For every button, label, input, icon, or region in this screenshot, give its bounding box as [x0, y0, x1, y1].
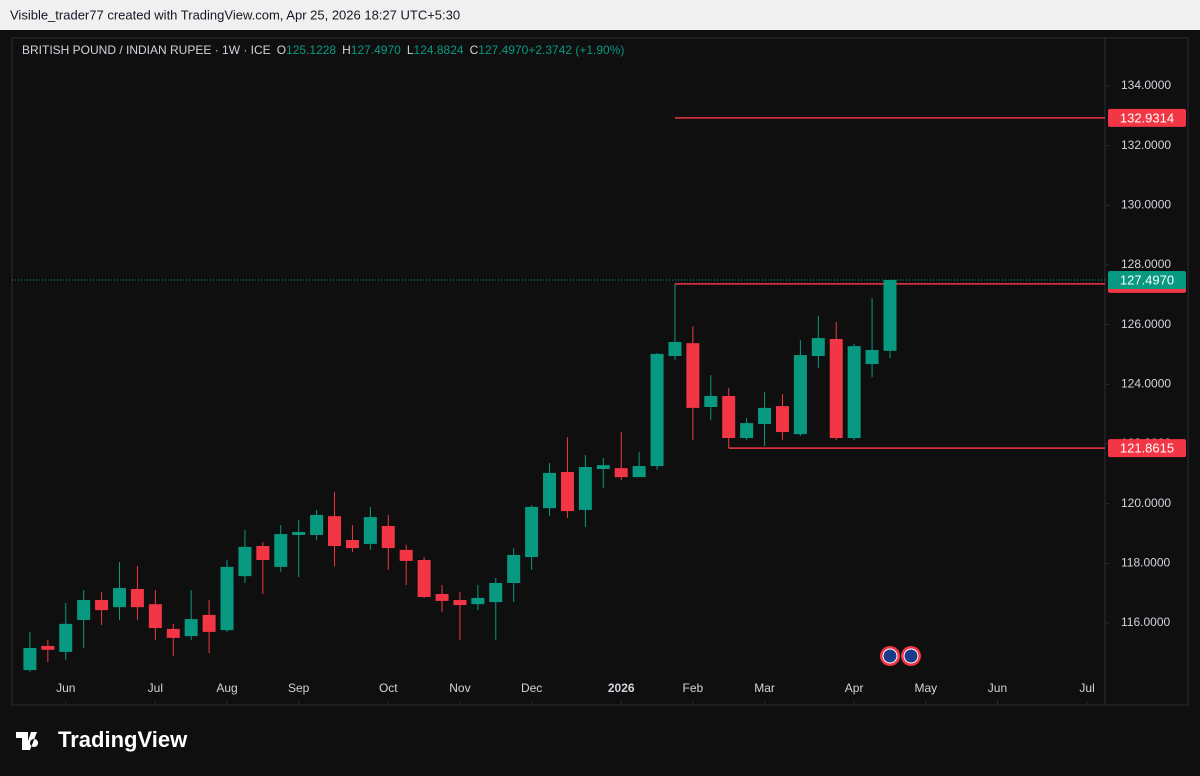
candle-body [614, 468, 628, 478]
x-tick-label: Dec [521, 681, 542, 695]
candle-body [130, 588, 144, 608]
x-tick-label: Apr [845, 681, 864, 695]
event-icon-flag [882, 648, 898, 664]
header: BRITISH POUND / INDIAN RUPEE · 1W · ICE O… [22, 43, 624, 57]
top-bar [0, 0, 1200, 30]
candle-body [435, 594, 449, 601]
y-tick-label: 116.0000 [1121, 615, 1170, 629]
candle-body [363, 517, 377, 544]
logo: TradingView [16, 727, 188, 752]
x-tick-label: Jul [148, 681, 163, 695]
x-tick-label: Mar [754, 681, 775, 695]
y-tick-label: 120.0000 [1121, 496, 1171, 510]
candle-body [345, 540, 359, 549]
price-tag-label: 132.9314 [1120, 110, 1174, 125]
x-tick-label: Feb [683, 681, 704, 695]
candle-body [328, 516, 342, 547]
candle-body [202, 614, 216, 632]
x-tick-label: Oct [379, 681, 398, 695]
candle-body [704, 395, 718, 407]
candle-body [507, 554, 521, 583]
price-tag [1108, 439, 1186, 458]
candle-body [686, 343, 700, 408]
y-tick-label: 118.0000 [1121, 555, 1170, 569]
candle-body [489, 582, 503, 603]
x-tick-label: May [914, 681, 937, 695]
candle-body [113, 588, 127, 608]
candle-body [865, 350, 879, 365]
candle-body [847, 346, 861, 439]
y-tick-label: 130.0000 [1121, 198, 1171, 212]
candle-body [381, 526, 395, 549]
chart-pane [11, 37, 1189, 706]
x-tick-label: Jun [988, 681, 1007, 695]
ohlc-value: +2.3742 (+1.90%) [528, 43, 624, 57]
candle-body [292, 531, 306, 535]
ohlc-value: 124.8824 [414, 43, 464, 57]
ohlc-key: O [277, 43, 286, 57]
logo-icon [16, 732, 39, 750]
candle-body [560, 472, 574, 512]
candle-body [220, 566, 234, 631]
candle-body [811, 338, 825, 356]
x-tick-label: Aug [216, 681, 237, 695]
candle-body [722, 395, 736, 439]
candle-body [775, 406, 789, 433]
logo-text: TradingView [58, 727, 188, 752]
ohlc-value: 127.4970 [351, 43, 401, 57]
candle-body [95, 599, 109, 611]
candle-body [274, 534, 288, 567]
candle-body [41, 645, 55, 650]
top-bar-text: Visible_trader77 created with TradingVie… [10, 7, 460, 22]
candle-body [578, 466, 592, 510]
candle-body [417, 560, 431, 598]
ohlc-value: 125.1228 [286, 43, 336, 57]
ohlc-key: C [470, 43, 479, 57]
price-tag [1108, 108, 1186, 127]
candle-body [668, 341, 682, 356]
candle-body [740, 423, 754, 439]
candle-body [77, 599, 91, 620]
x-tick-label: 2026 [608, 681, 635, 695]
candle-body [166, 628, 180, 638]
candle-body [59, 623, 73, 652]
ohlc-key: H [342, 43, 351, 57]
candle-body [399, 549, 413, 561]
price-tag-label: 121.8615 [1120, 441, 1174, 456]
y-tick-label: 128.0000 [1121, 257, 1171, 271]
price-tag-label: 127.4970 [1120, 272, 1174, 287]
candle-body [256, 546, 270, 561]
candle-body [238, 546, 252, 577]
candle-body [632, 466, 646, 478]
candle-body [883, 280, 897, 351]
candle-body [453, 599, 467, 606]
candle-body [148, 604, 162, 629]
candle-body [23, 648, 37, 671]
y-tick-label: 126.0000 [1121, 317, 1171, 331]
x-tick-label: Jun [56, 681, 75, 695]
candle-body [525, 506, 539, 558]
y-tick-label: 132.0000 [1121, 138, 1171, 152]
candle-body [184, 619, 198, 637]
symbol-title: BRITISH POUND / INDIAN RUPEE · 1W · ICE [22, 43, 271, 57]
ohlc-value: 127.4970 [478, 43, 528, 57]
candle-body [793, 355, 807, 435]
x-tick-label: Nov [449, 681, 470, 695]
candle-body [543, 472, 557, 509]
event-icon-flag [903, 648, 919, 664]
x-tick-label: Sep [288, 681, 310, 695]
y-tick-label: 134.0000 [1121, 78, 1171, 92]
y-tick-label: 124.0000 [1121, 376, 1171, 390]
candle-body [596, 465, 610, 470]
candle-body [471, 597, 485, 605]
candle-body [650, 353, 664, 467]
x-tick-label: Jul [1079, 681, 1094, 695]
price-tag [1108, 271, 1186, 290]
candle-body [310, 514, 324, 535]
ohlc-key: L [407, 43, 414, 57]
candle-body [829, 338, 843, 439]
candle-body [758, 407, 772, 425]
